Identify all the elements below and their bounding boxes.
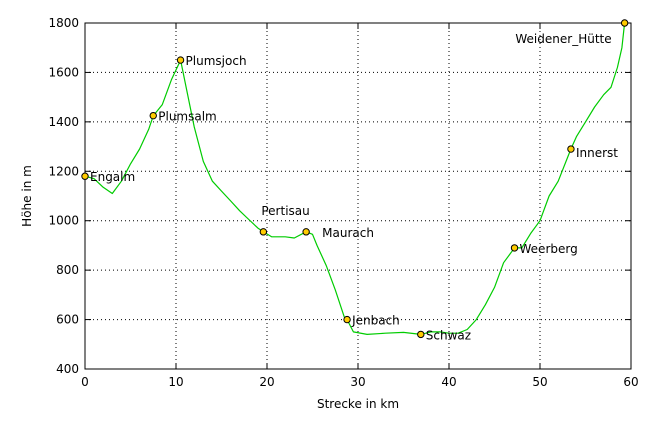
waypoint-label: Plumsalm: [158, 110, 217, 124]
y-tick-label: 1600: [48, 65, 79, 79]
waypoint-marker: [510, 244, 519, 252]
y-tick-label: 800: [56, 263, 79, 277]
waypoint-label: Weidener_Hütte: [515, 32, 611, 46]
y-tick-label: 1400: [48, 115, 79, 129]
series: [84, 22, 626, 335]
y-tick-label: 600: [56, 313, 79, 327]
waypoint-marker: [567, 145, 575, 153]
waypoint-label: Jenbach: [351, 314, 400, 328]
x-tick-label: 20: [259, 375, 274, 389]
waypoint-label: Innerst: [576, 146, 618, 160]
x-tick-label: 10: [168, 375, 183, 389]
waypoint-marker: [259, 228, 268, 236]
y-tick-label: 1800: [48, 16, 79, 30]
x-tick-label: 50: [532, 375, 547, 389]
markers: Engalm Plumsalm Plumsjoch Pertisau Maurach Je…: [81, 19, 629, 342]
x-tick-label: 40: [441, 375, 456, 389]
y-axis-label: Höhe in m: [20, 165, 34, 227]
x-tick-label: 30: [350, 375, 365, 389]
axes: 0 10 20 30 40 50 60 400 600 800 1000 1200 1400 1600 18…: [48, 16, 638, 389]
waypoint-marker: [620, 19, 629, 27]
waypoint-marker: [176, 56, 185, 64]
grid: [85, 23, 631, 369]
y-tick-label: 400: [56, 362, 79, 376]
y-tick-label: 1200: [48, 164, 79, 178]
waypoint-label: Pertisau: [261, 204, 309, 218]
y-tick-label: 1000: [48, 214, 79, 228]
waypoint-marker: [149, 111, 157, 120]
x-tick-label: 60: [623, 375, 638, 389]
waypoint-label: Engalm: [90, 170, 135, 184]
waypoint-label: Maurach: [322, 226, 374, 240]
x-tick-label: 0: [81, 375, 89, 389]
elevation-line: [84, 22, 626, 335]
waypoint-marker: [81, 172, 89, 180]
waypoint-marker: [343, 315, 351, 324]
x-axis-label: Strecke in km: [317, 397, 399, 411]
waypoint-label: Plumsjoch: [186, 54, 247, 68]
waypoint-marker: [417, 330, 425, 339]
waypoint-label: Schwaz: [426, 328, 471, 342]
waypoint-label: Weerberg: [520, 242, 578, 256]
waypoint-marker: [302, 228, 310, 236]
